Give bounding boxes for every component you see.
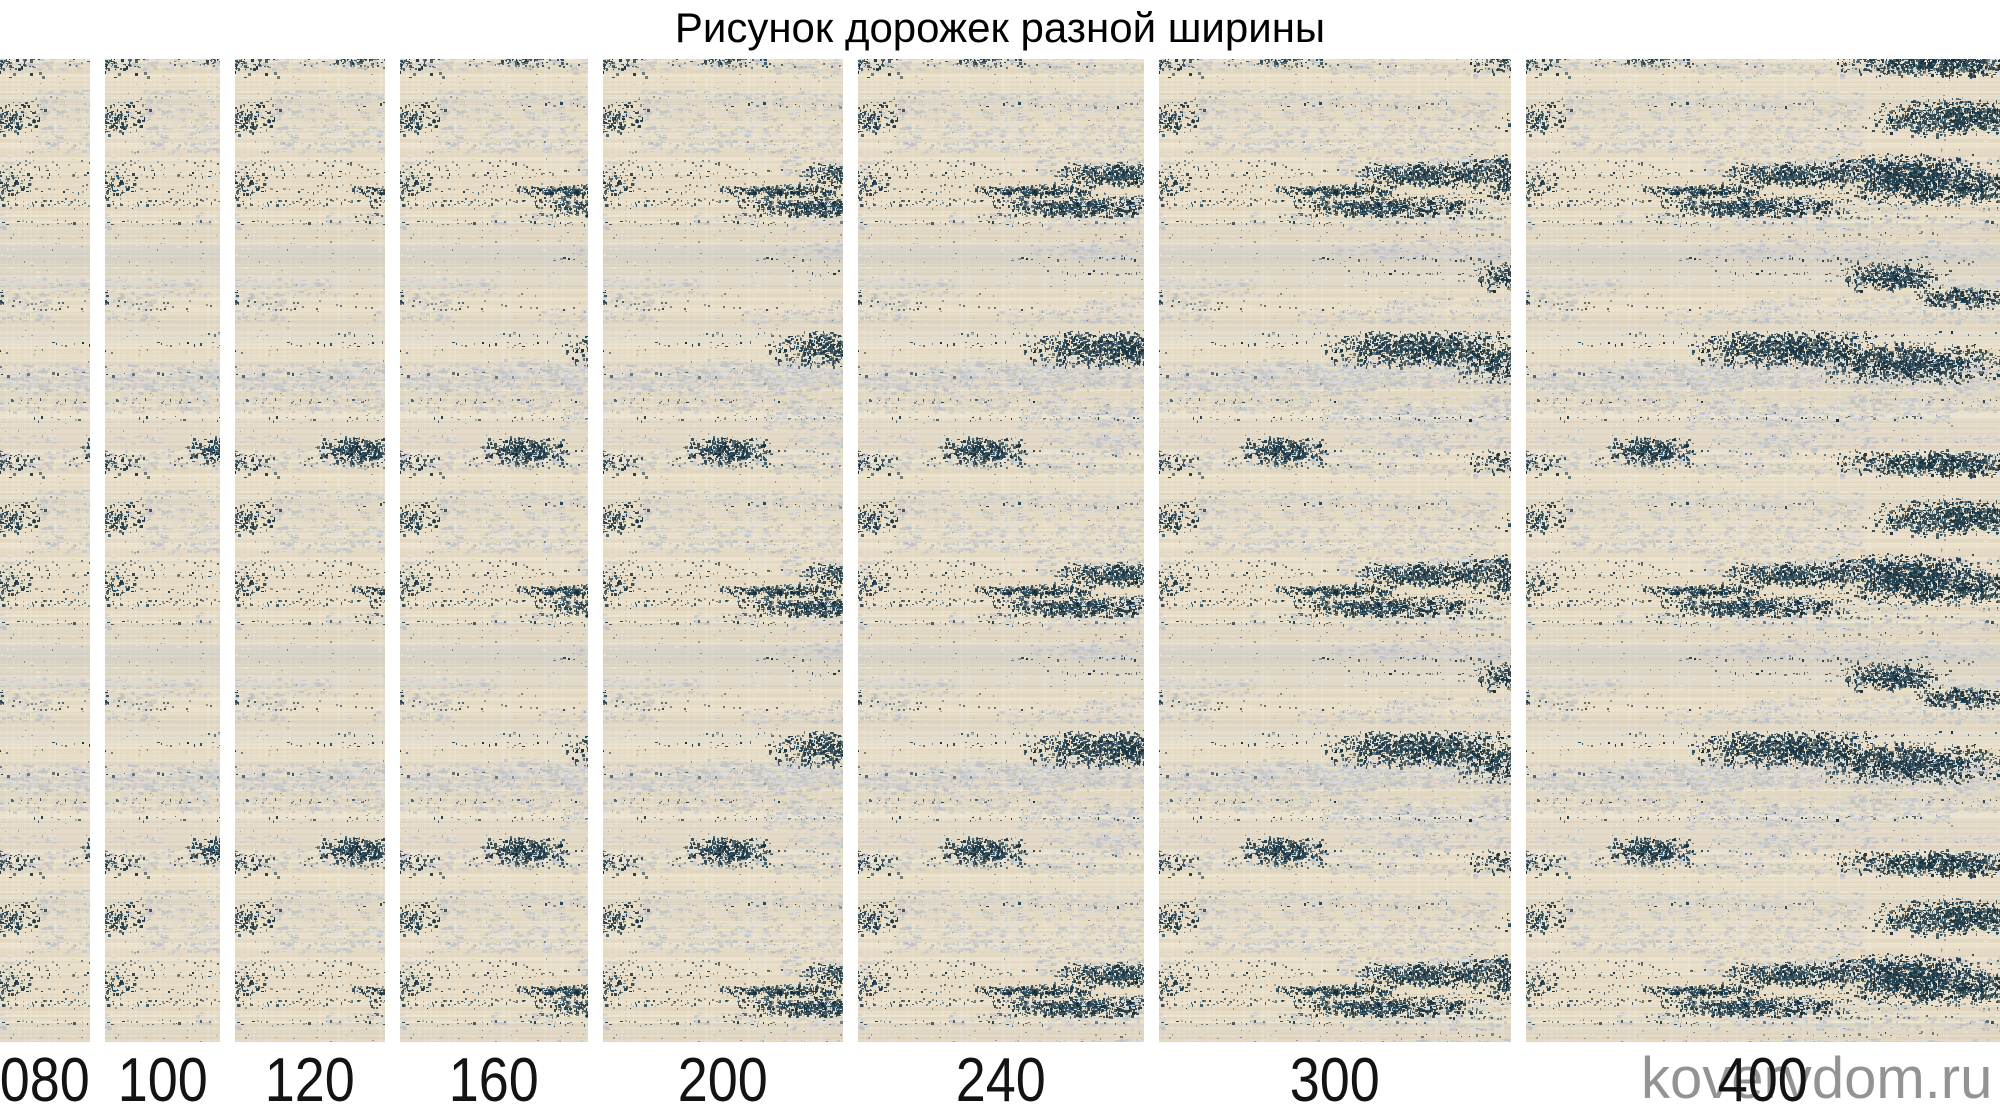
runner-width-label-120: 120 [264, 1046, 355, 1115]
runner-strip-300 [1159, 59, 1511, 1042]
runner-width-label-240: 240 [955, 1046, 1046, 1115]
page-title: Рисунок дорожек разной ширины [674, 4, 1326, 51]
runner-column-100: 100 [105, 59, 220, 1112]
runner-column-120: 120 [235, 59, 385, 1112]
runner-width-label-400: 400 [1717, 1046, 1808, 1115]
runner-column-080: 080 [0, 59, 90, 1112]
runner-strip-100 [105, 59, 220, 1042]
watermark: kovervdom.ru [1641, 1046, 1993, 1111]
runner-width-label-100: 100 [117, 1046, 208, 1115]
runner-strip-120 [235, 59, 385, 1042]
runner-column-240: 240 [858, 59, 1144, 1112]
runner-column-300: 300 [1159, 59, 1511, 1112]
runner-strip-240 [858, 59, 1144, 1042]
runner-width-label-200: 200 [677, 1046, 768, 1115]
runner-column-160: 160 [400, 59, 588, 1112]
runner-width-label-160: 160 [448, 1046, 539, 1115]
runner-strip-080 [0, 59, 90, 1042]
runner-width-label-300: 300 [1289, 1046, 1380, 1115]
runner-width-label-080: 080 [0, 1046, 91, 1115]
runner-column-200: 200 [603, 59, 843, 1112]
runner-strip-400 [1526, 59, 2000, 1042]
runner-column-400: 400 [1526, 59, 2000, 1112]
runner-strips-row: 080 100 120 160 200 240 300 400 [0, 59, 2000, 1112]
runner-strip-160 [400, 59, 588, 1042]
runner-strip-200 [603, 59, 843, 1042]
